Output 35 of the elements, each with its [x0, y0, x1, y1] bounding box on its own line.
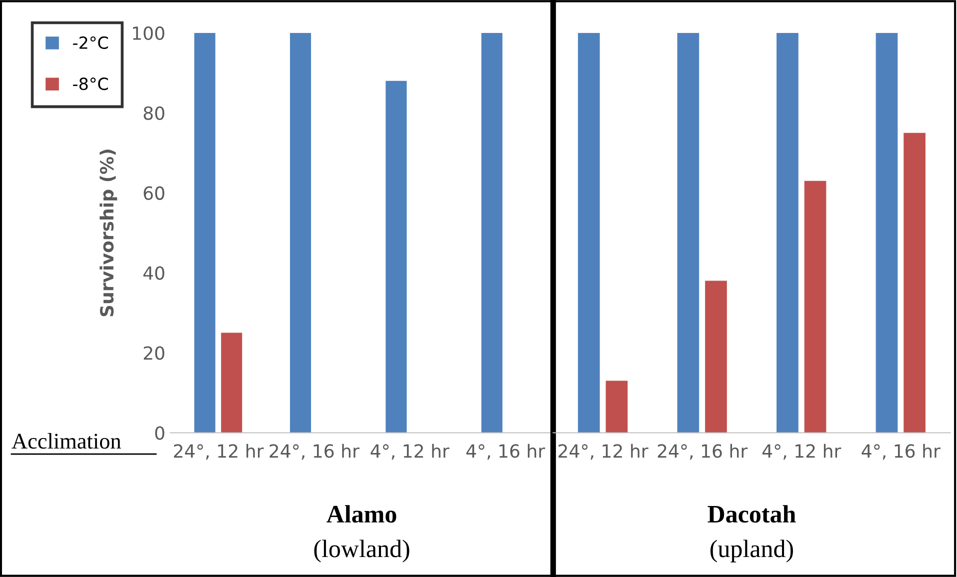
bar	[606, 380, 628, 433]
x-tick-label: 24°, 12 hr	[558, 444, 648, 460]
y-tick-label: 80	[144, 106, 164, 120]
bar	[290, 32, 312, 433]
y-tick-label: 0	[155, 426, 164, 440]
y-tick-label: 100	[133, 26, 164, 40]
text: Acclimation	[12, 433, 121, 449]
x-tick-label: 4°, 16 hr	[862, 444, 940, 460]
text: (upland)	[710, 540, 793, 562]
bar	[481, 32, 502, 433]
bar	[578, 32, 600, 433]
bar	[804, 180, 826, 433]
bar	[386, 80, 407, 433]
x-tick-label: 4°, 12 hr	[370, 444, 450, 460]
legend-label: -2°C	[73, 36, 108, 49]
bar	[705, 280, 727, 433]
bar	[677, 32, 700, 433]
x-tick-label: 24°, 16 hr	[270, 444, 360, 460]
text: Alamo	[326, 505, 396, 523]
y-axis-title: Survivorship (%)	[100, 150, 118, 316]
text: (lowland)	[314, 540, 410, 562]
bar	[876, 32, 898, 433]
y-tick-label: 40	[143, 266, 164, 280]
text: Dacotah	[708, 505, 796, 523]
y-tick-label: 60	[144, 186, 164, 200]
y-tick-label: 20	[144, 346, 164, 360]
x-tick-label: 24°, 16 hr	[658, 444, 748, 460]
legend-label: -8°C	[73, 78, 108, 90]
x-tick-label: 4°, 12 hr	[762, 444, 842, 460]
bar	[904, 132, 926, 433]
bar	[221, 332, 242, 433]
bar	[776, 32, 798, 433]
bar	[194, 32, 216, 433]
x-tick-label: 4°, 16 hr	[466, 444, 546, 460]
x-tick-label: 24°, 12 hr	[174, 444, 264, 460]
